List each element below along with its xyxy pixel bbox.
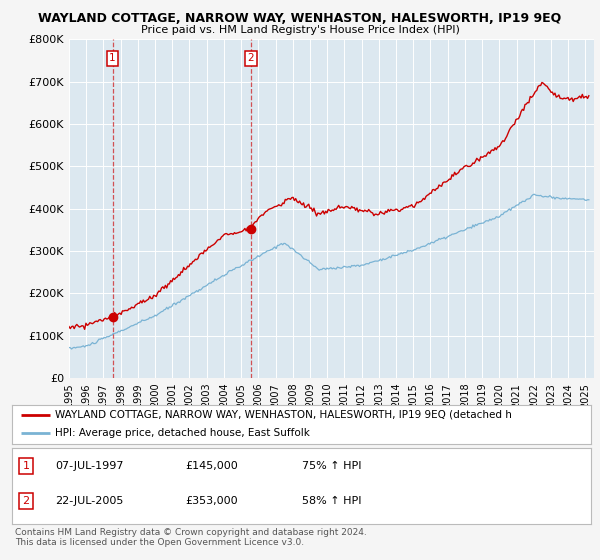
Text: 75% ↑ HPI: 75% ↑ HPI bbox=[302, 461, 361, 471]
Text: WAYLAND COTTAGE, NARROW WAY, WENHASTON, HALESWORTH, IP19 9EQ: WAYLAND COTTAGE, NARROW WAY, WENHASTON, … bbox=[38, 12, 562, 25]
Text: 58% ↑ HPI: 58% ↑ HPI bbox=[302, 496, 361, 506]
Text: Contains HM Land Registry data © Crown copyright and database right 2024.
This d: Contains HM Land Registry data © Crown c… bbox=[15, 528, 367, 547]
Text: 1: 1 bbox=[109, 53, 116, 63]
Text: 2: 2 bbox=[247, 53, 254, 63]
Text: £353,000: £353,000 bbox=[186, 496, 238, 506]
Text: WAYLAND COTTAGE, NARROW WAY, WENHASTON, HALESWORTH, IP19 9EQ (detached h: WAYLAND COTTAGE, NARROW WAY, WENHASTON, … bbox=[55, 410, 512, 420]
Text: HPI: Average price, detached house, East Suffolk: HPI: Average price, detached house, East… bbox=[55, 428, 310, 438]
Text: Price paid vs. HM Land Registry's House Price Index (HPI): Price paid vs. HM Land Registry's House … bbox=[140, 25, 460, 35]
Text: 1: 1 bbox=[22, 461, 29, 471]
Text: 07-JUL-1997: 07-JUL-1997 bbox=[55, 461, 124, 471]
Text: 22-JUL-2005: 22-JUL-2005 bbox=[55, 496, 124, 506]
Text: 2: 2 bbox=[22, 496, 29, 506]
Text: £145,000: £145,000 bbox=[186, 461, 238, 471]
